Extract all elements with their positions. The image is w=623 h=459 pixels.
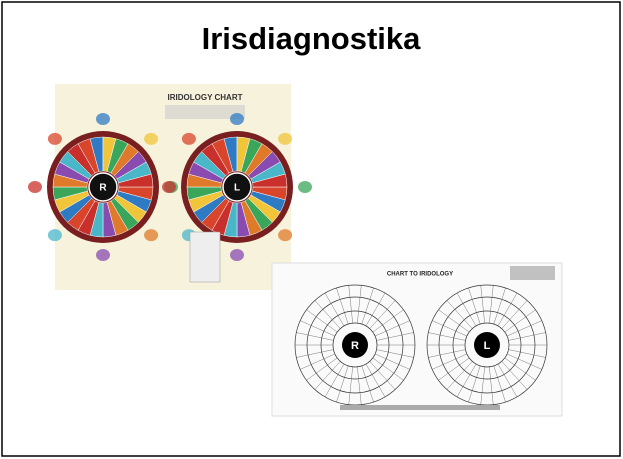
chart-to-iridology-image: CHART TO IRIDOLOGY R L: [272, 263, 562, 416]
iris-label: R: [99, 183, 107, 194]
organ-icon: [230, 249, 244, 261]
organ-icon: [278, 229, 292, 241]
iridology-chart-image: IRIDOLOGY CHART R L: [28, 84, 312, 290]
iris-label: R: [351, 340, 359, 352]
organ-icon: [96, 113, 110, 125]
organ-icon: [162, 181, 176, 193]
image-caption-block: [340, 405, 500, 410]
image-title: CHART TO IRIDOLOGY: [387, 272, 453, 278]
iris-label: L: [484, 340, 491, 352]
organ-icon: [144, 133, 158, 145]
organ-icon: [298, 181, 312, 193]
organ-icon: [28, 181, 42, 193]
organ-icon: [182, 133, 196, 145]
slide-canvas: Irisdiagnostika IRIDOLOGY CHART R L CHART…: [0, 0, 623, 459]
image-background: [272, 263, 562, 416]
slide: Irisdiagnostika IRIDOLOGY CHART R L CHART…: [0, 0, 623, 459]
organ-icon: [96, 249, 110, 261]
organ-icon: [48, 229, 62, 241]
iris-label: L: [234, 183, 240, 194]
image-title: IRIDOLOGY CHART: [168, 93, 243, 102]
barcode: [510, 266, 555, 280]
organ-icon: [278, 133, 292, 145]
organ-icon: [48, 133, 62, 145]
organ-icon: [144, 229, 158, 241]
slide-title: Irisdiagnostika: [202, 21, 422, 56]
organ-icon: [230, 113, 244, 125]
image-legend: [190, 232, 220, 282]
